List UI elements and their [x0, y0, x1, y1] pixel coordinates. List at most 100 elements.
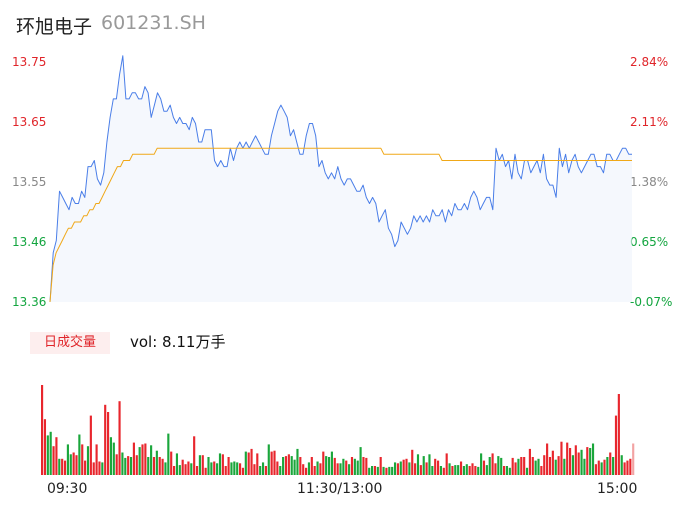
volume-bar: [81, 444, 84, 475]
volume-bar: [121, 452, 124, 475]
volume-bar: [244, 451, 247, 475]
volume-bar: [75, 455, 78, 475]
volume-bar: [348, 464, 351, 475]
volume-bar: [569, 448, 572, 475]
volume-bar: [342, 458, 345, 475]
volume-bar: [84, 460, 87, 475]
volume-bar: [574, 445, 577, 475]
volume-bar: [385, 467, 388, 475]
percent-tick-label: 2.11%: [630, 115, 669, 129]
volume-bar: [560, 441, 563, 475]
volume-bar: [396, 463, 399, 475]
volume-bar: [52, 446, 55, 475]
volume-bar: [368, 467, 371, 475]
volume-bar: [118, 401, 121, 475]
volume-bar: [623, 462, 626, 475]
volume-bar: [632, 443, 635, 475]
volume-bar: [95, 444, 98, 475]
volume-bar: [554, 459, 557, 475]
volume-bar: [457, 465, 460, 475]
volume-bar: [198, 455, 201, 475]
volume-bar: [494, 463, 497, 475]
average-price-line: [49, 147, 632, 303]
volume-bar: [325, 456, 328, 475]
volume-bar: [511, 457, 514, 475]
volume-bar: [577, 452, 580, 475]
volume-bar: [230, 462, 233, 475]
volume-bar: [152, 457, 156, 475]
volume-bar: [63, 460, 67, 475]
volume-bar: [586, 447, 589, 475]
volume-bar: [609, 452, 612, 475]
volume-bar: [239, 463, 242, 475]
volume-bar: [175, 453, 179, 475]
volume-bar: [221, 454, 224, 475]
volume-bar: [612, 457, 615, 475]
volume-bar: [589, 448, 592, 475]
volume-bar: [480, 453, 483, 475]
volume-bar: [597, 460, 600, 475]
volume-bar: [201, 455, 204, 475]
volume-bar: [302, 464, 305, 475]
volume-bar: [371, 466, 374, 475]
volume-bar: [107, 412, 110, 475]
volume-bar: [379, 457, 382, 475]
volume-bar: [448, 463, 451, 475]
volume-bar: [540, 466, 543, 475]
volume-bar: [339, 463, 342, 475]
x-tick-label-open: 09:30: [47, 481, 88, 497]
volume-bar: [305, 467, 308, 475]
volume-bar: [411, 449, 414, 475]
volume-tab[interactable]: 日成交量: [30, 332, 110, 354]
volume-bar: [525, 467, 529, 475]
volume-bar: [282, 457, 285, 475]
volume-bar: [373, 466, 377, 475]
volume-bar: [563, 458, 566, 475]
volume-bar: [158, 457, 161, 475]
volume-bar: [86, 446, 90, 475]
volume-bar: [508, 467, 511, 475]
volume-bar: [307, 462, 311, 475]
volume-bar: [477, 466, 480, 475]
volume-bar: [520, 457, 523, 475]
volume-bar: [594, 464, 597, 475]
volume-bar: [614, 415, 618, 475]
volume-bar: [459, 461, 463, 475]
volume-bar: [299, 457, 302, 475]
volume-bar: [442, 467, 445, 475]
volume-bar: [557, 456, 560, 475]
volume-bar: [462, 466, 465, 475]
volume-bar: [546, 443, 549, 475]
volume-bar: [365, 457, 368, 475]
volume-bar: [313, 466, 316, 475]
volume-bar: [591, 443, 595, 475]
volume-bar: [425, 462, 428, 475]
volume-bar: [393, 462, 397, 475]
volume-bar: [333, 457, 336, 475]
volume-bar: [465, 464, 468, 475]
percent-tick-label: 1.38%: [630, 175, 669, 189]
volume-bar: [264, 466, 267, 475]
volume-bar: [600, 462, 603, 475]
volume-bar: [184, 464, 187, 475]
volume-bar: [92, 462, 95, 475]
price-plot: [49, 55, 632, 303]
volume-bar: [468, 466, 471, 475]
volume-bar: [135, 455, 138, 475]
volume-bar: [270, 451, 273, 475]
volume-bar: [336, 463, 339, 475]
volume-bar: [428, 454, 431, 475]
volume-bar: [124, 457, 127, 475]
volume-bar: [296, 448, 299, 475]
volume-bar: [181, 459, 184, 475]
volume-bar: [147, 457, 150, 475]
volume-bar: [213, 461, 216, 475]
volume-bar: [41, 385, 44, 475]
volume-bar: [422, 456, 425, 475]
volume-bar: [104, 404, 107, 475]
volume-bar: [61, 458, 64, 475]
volume-bar: [322, 451, 325, 475]
volume-bar: [49, 431, 52, 475]
volume-bar: [491, 453, 494, 475]
volume-bar: [402, 459, 405, 475]
